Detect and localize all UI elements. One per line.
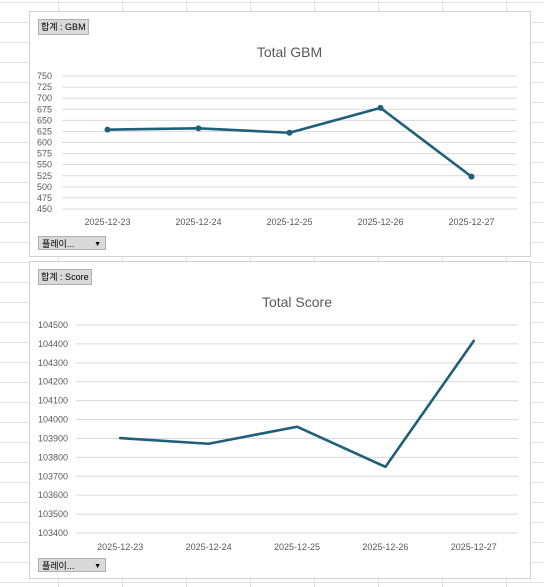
x-tick-label: 2025-12-26 [362, 542, 408, 552]
gbm-chart[interactable]: 합계 : GBM Total GBM 750 725 700 675 650 625 600 5… [29, 11, 531, 257]
y-tick-label: 103900 [38, 433, 68, 443]
x-tick-label: 2025-12-23 [97, 542, 143, 552]
dropdown-arrow-icon: ▼ [94, 563, 101, 570]
data-point [286, 129, 293, 136]
score-chart-plot: Total Score 104500 104400 104300 104200 10410… [38, 294, 518, 552]
y-tick-label: 104300 [38, 358, 68, 368]
y-tick-label: 625 [37, 126, 52, 136]
y-tick-label: 103700 [38, 471, 68, 481]
y-tick-label: 500 [37, 182, 52, 192]
y-tick-label: 450 [37, 204, 52, 214]
player-filter-button[interactable]: 플레이... ▼ [38, 236, 106, 250]
y-tick-label: 600 [37, 138, 52, 148]
y-tick-label: 104400 [38, 339, 68, 349]
data-point [468, 173, 475, 180]
y-tick-label: 575 [37, 149, 52, 159]
y-tick-label: 103500 [38, 509, 68, 519]
data-point [195, 125, 202, 132]
y-tick-label: 104100 [38, 396, 68, 406]
y-tick-label: 675 [37, 104, 52, 114]
data-point [104, 126, 111, 133]
y-tick-label: 103800 [38, 452, 68, 462]
y-tick-label: 750 [37, 71, 52, 81]
filter-label: 플레이... [42, 561, 75, 571]
score-chart[interactable]: 합계 : Score Total Score 104500 104400 104300… [29, 261, 531, 579]
y-tick-label: 104500 [38, 320, 68, 330]
x-tick-label: 2025-12-25 [266, 217, 312, 227]
y-tick-label: 550 [37, 160, 52, 170]
x-tick-label: 2025-12-24 [175, 217, 221, 227]
series-line [118, 339, 476, 469]
y-tick-label: 650 [37, 115, 52, 125]
y-tick-label: 103600 [38, 490, 68, 500]
x-tick-label: 2025-12-25 [274, 542, 320, 552]
y-tick-label: 725 [37, 82, 52, 92]
chart-title: Total GBM [257, 44, 322, 60]
player-filter-button[interactable]: 플레이... ▼ [38, 558, 106, 572]
y-tick-label: 700 [37, 93, 52, 103]
dropdown-arrow-icon: ▼ [94, 241, 101, 248]
y-tick-label: 104200 [38, 377, 68, 387]
y-tick-label: 525 [37, 171, 52, 181]
score-field-button[interactable]: 합계 : Score [38, 269, 92, 285]
data-point [377, 104, 384, 111]
x-tick-label: 2025-12-27 [448, 217, 494, 227]
gbm-field-button[interactable]: 합계 : GBM [38, 19, 89, 35]
filter-label: 플레이... [42, 239, 75, 249]
y-tick-label: 103400 [38, 528, 68, 538]
x-tick-label: 2025-12-26 [357, 217, 403, 227]
chart-title: Total Score [262, 294, 332, 310]
y-tick-label: 475 [37, 193, 52, 203]
y-tick-label: 104000 [38, 415, 68, 425]
x-tick-label: 2025-12-23 [84, 217, 130, 227]
x-tick-label: 2025-12-27 [451, 542, 497, 552]
x-tick-label: 2025-12-24 [186, 542, 232, 552]
